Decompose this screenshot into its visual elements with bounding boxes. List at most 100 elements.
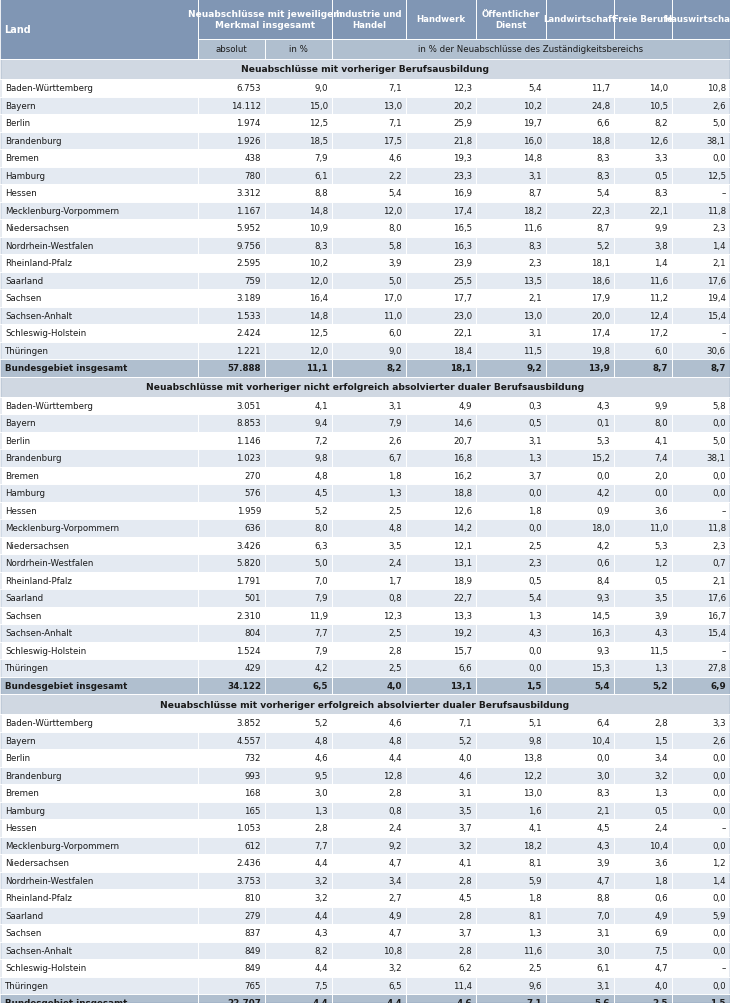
Text: Freie Berufe: Freie Berufe — [613, 15, 673, 24]
Text: 5,4: 5,4 — [529, 594, 542, 603]
Text: 849: 849 — [245, 963, 261, 972]
Text: Baden-Württemberg: Baden-Württemberg — [5, 84, 93, 93]
Text: 2,1: 2,1 — [712, 576, 726, 585]
Bar — [265, 749, 332, 766]
Bar — [332, 555, 406, 572]
Bar — [198, 397, 265, 414]
Bar — [332, 625, 406, 642]
Bar — [265, 607, 332, 625]
Text: 5,0: 5,0 — [315, 559, 328, 568]
Text: Sachsen: Sachsen — [5, 294, 42, 303]
Text: 2,8: 2,8 — [388, 788, 402, 797]
Bar — [476, 397, 546, 414]
Text: Bayern: Bayern — [5, 101, 36, 110]
Bar — [614, 977, 672, 994]
Text: 4,4: 4,4 — [388, 753, 402, 762]
Text: 1,8: 1,8 — [388, 471, 402, 480]
Bar — [0, 360, 198, 377]
Text: Schleswig-Holstein: Schleswig-Holstein — [5, 963, 86, 972]
Bar — [614, 959, 672, 977]
Bar — [0, 924, 198, 942]
Text: 3,4: 3,4 — [388, 876, 402, 885]
Bar — [0, 732, 198, 749]
Bar — [0, 801, 198, 819]
Text: 3,5: 3,5 — [654, 594, 668, 603]
Text: 7,1: 7,1 — [388, 84, 402, 93]
Bar — [476, 837, 546, 855]
Text: 7,5: 7,5 — [654, 946, 668, 955]
Text: 7,2: 7,2 — [315, 436, 328, 445]
Bar — [546, 749, 614, 766]
Text: 19,4: 19,4 — [707, 294, 726, 303]
Bar — [265, 784, 332, 801]
Bar — [265, 360, 332, 377]
Bar — [265, 467, 332, 484]
Bar — [476, 238, 546, 255]
Bar — [406, 414, 476, 432]
Text: 0,0: 0,0 — [712, 981, 726, 990]
Bar — [406, 801, 476, 819]
Text: –: – — [722, 646, 726, 655]
Text: 16,9: 16,9 — [453, 189, 472, 198]
Text: 11,8: 11,8 — [707, 524, 726, 533]
Bar — [546, 942, 614, 959]
Text: 9,3: 9,3 — [596, 646, 610, 655]
Bar — [476, 801, 546, 819]
Text: 6,6: 6,6 — [596, 119, 610, 128]
Text: Landwirtschaft: Landwirtschaft — [543, 15, 617, 24]
Bar — [476, 432, 546, 449]
Text: 8,0: 8,0 — [388, 224, 402, 233]
Bar — [0, 642, 198, 659]
Text: 6,5: 6,5 — [312, 681, 328, 690]
Bar — [672, 625, 730, 642]
Text: 11,0: 11,0 — [383, 312, 402, 320]
Bar — [672, 220, 730, 238]
Text: Brandenburg: Brandenburg — [5, 453, 61, 462]
Bar — [476, 484, 546, 502]
Text: 2,0: 2,0 — [654, 471, 668, 480]
Text: 3,9: 3,9 — [596, 859, 610, 868]
Text: 3,7: 3,7 — [529, 471, 542, 480]
Text: 11,6: 11,6 — [523, 224, 542, 233]
Bar — [198, 342, 265, 360]
Bar — [672, 115, 730, 132]
Text: 14,8: 14,8 — [309, 207, 328, 216]
Bar — [332, 342, 406, 360]
Text: 4,3: 4,3 — [596, 401, 610, 410]
Bar — [265, 677, 332, 694]
Text: 15,4: 15,4 — [707, 312, 726, 320]
Bar — [198, 520, 265, 537]
Bar — [406, 872, 476, 889]
Bar — [614, 80, 672, 97]
Bar — [198, 80, 265, 97]
Bar — [198, 659, 265, 677]
Text: Hamburg: Hamburg — [5, 488, 45, 497]
Bar — [546, 607, 614, 625]
Bar — [546, 80, 614, 97]
Bar — [406, 819, 476, 837]
Bar — [614, 484, 672, 502]
Text: 11,4: 11,4 — [453, 981, 472, 990]
Bar — [672, 784, 730, 801]
Bar — [672, 80, 730, 97]
Bar — [476, 537, 546, 555]
Bar — [672, 149, 730, 168]
Bar — [0, 872, 198, 889]
Bar — [476, 942, 546, 959]
Bar — [198, 642, 265, 659]
Text: 4,4: 4,4 — [386, 998, 402, 1003]
Text: 5,4: 5,4 — [388, 189, 402, 198]
Bar — [672, 855, 730, 872]
Bar — [546, 555, 614, 572]
Text: 576: 576 — [245, 488, 261, 497]
Text: 13,9: 13,9 — [588, 364, 610, 373]
Bar — [546, 659, 614, 677]
Text: 2,5: 2,5 — [388, 507, 402, 516]
Text: Brandenburg: Brandenburg — [5, 136, 61, 145]
Text: 7,4: 7,4 — [654, 453, 668, 462]
Text: 11,6: 11,6 — [649, 277, 668, 286]
Bar — [198, 677, 265, 694]
Text: 8,3: 8,3 — [596, 154, 610, 163]
Bar — [332, 801, 406, 819]
Bar — [614, 994, 672, 1003]
